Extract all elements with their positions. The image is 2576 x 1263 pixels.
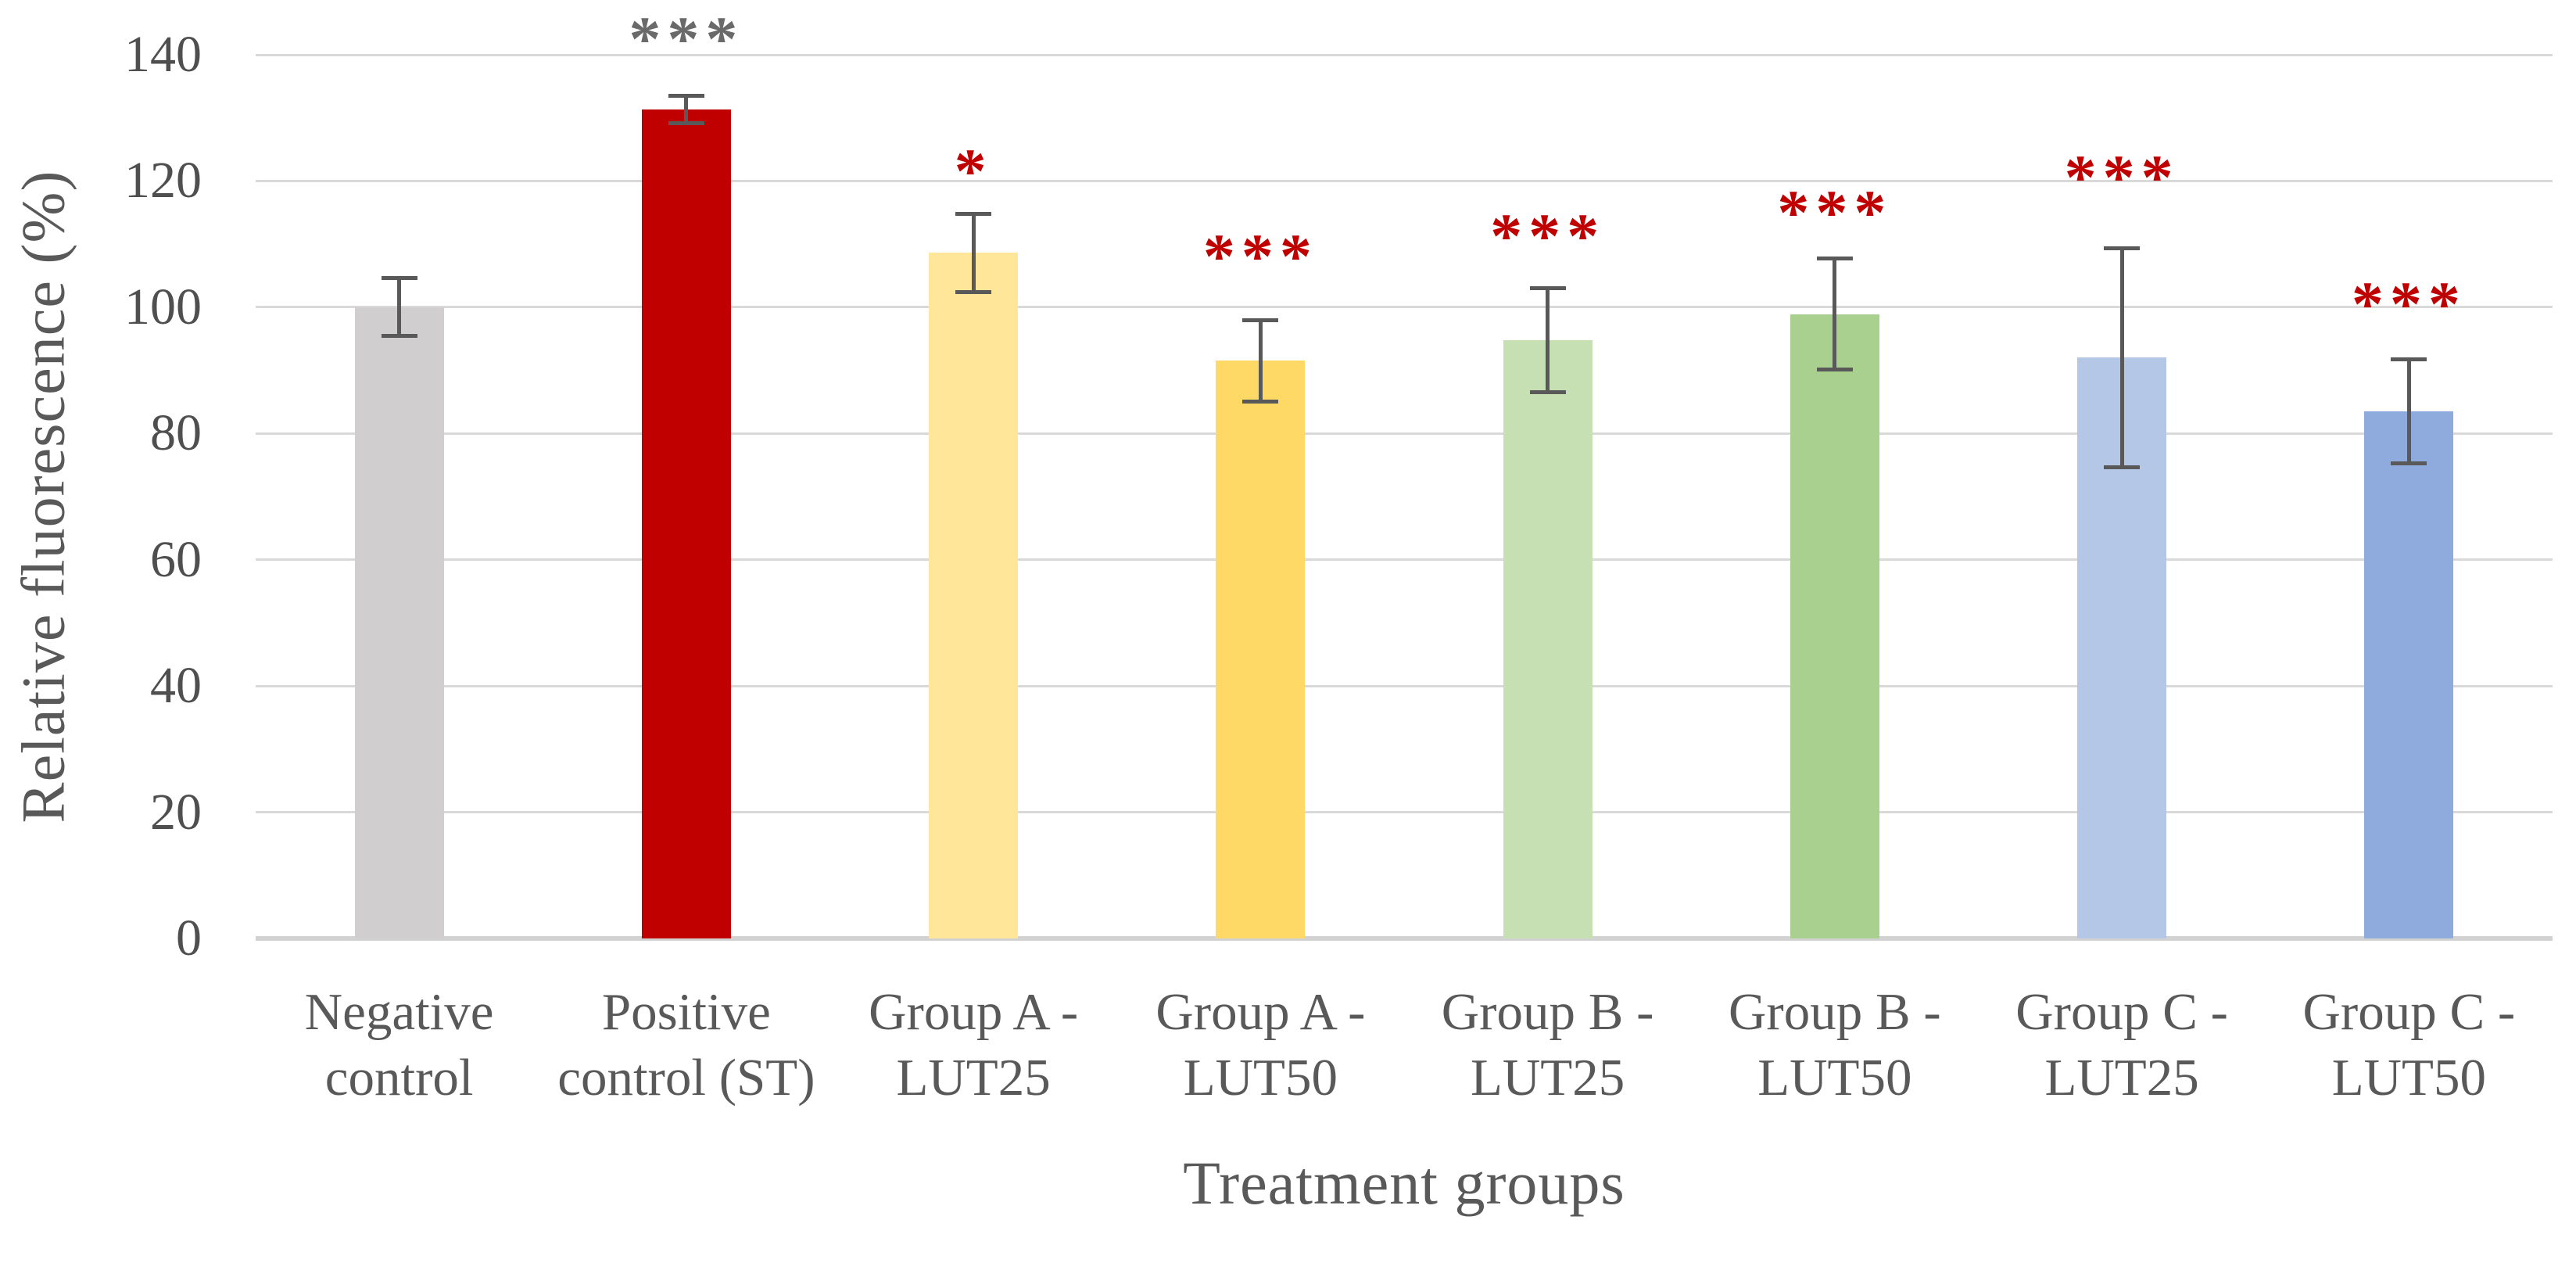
error-bar-upper-cap-group-c-lut50 xyxy=(2391,357,2427,362)
x-tick-label-line: Group C - xyxy=(2302,983,2516,1041)
y-tick-label-0: 0 xyxy=(176,910,202,967)
bar-positive-control-st xyxy=(641,109,731,938)
y-tick-label-80: 80 xyxy=(150,404,202,462)
y-tick-label-100: 100 xyxy=(124,278,202,335)
x-tick-label-group-b-lut50: Group B - LUT50 xyxy=(1691,979,1978,1111)
error-bar-line-negative-control xyxy=(397,278,402,336)
x-tick-label-line: LUT25 xyxy=(896,1049,1051,1107)
error-bar-lower-cap-group-b-lut25 xyxy=(1529,389,1566,394)
error-bar-line-group-b-lut25 xyxy=(1546,288,1550,392)
significance-marker-positive-control-st: *** xyxy=(629,2,744,74)
x-tick-label-group-b-lut25: Group B - LUT25 xyxy=(1404,979,1691,1111)
x-tick-label-group-a-lut25: Group A - LUT25 xyxy=(830,979,1117,1111)
x-tick-label-line: Group B - xyxy=(1441,983,1654,1041)
error-bar-lower-cap-positive-control-st xyxy=(668,121,704,126)
error-bar-lower-cap-group-b-lut50 xyxy=(1816,368,1853,372)
significance-marker-group-c-lut50: *** xyxy=(2351,267,2467,339)
bar-group-b-lut50 xyxy=(1790,314,1879,938)
significance-marker-group-a-lut50: *** xyxy=(1202,221,1318,292)
x-tick-label-line: Group A - xyxy=(869,983,1079,1041)
error-bar-line-group-b-lut50 xyxy=(1833,258,1837,370)
error-bar-lower-cap-negative-control xyxy=(381,334,417,339)
significance-marker-group-a-lut25: * xyxy=(954,135,993,207)
error-bar-upper-cap-negative-control xyxy=(381,276,417,281)
significance-marker-group-b-lut25: *** xyxy=(1490,200,1606,272)
error-bar-line-group-a-lut25 xyxy=(971,213,976,292)
significance-marker-group-c-lut25: *** xyxy=(2064,142,2180,213)
x-tick-label-negative-control: Negative control xyxy=(256,979,543,1111)
x-tick-label-line: LUT25 xyxy=(1471,1049,1625,1107)
plot-area: *** * *** *** *** *** *** xyxy=(256,3,2553,941)
error-bar-upper-cap-positive-control-st xyxy=(668,93,704,98)
x-tick-label-line: Positive xyxy=(601,983,771,1041)
error-bar-upper-cap-group-b-lut50 xyxy=(1816,257,1853,261)
error-bar-upper-cap-group-c-lut25 xyxy=(2104,246,2141,251)
y-tick-label-60: 60 xyxy=(150,530,202,588)
x-axis-line xyxy=(256,936,2553,941)
bar-group-b-lut25 xyxy=(1503,339,1593,938)
gridline-40 xyxy=(256,684,2553,687)
x-tick-label-positive-control-st: Positive control (ST) xyxy=(543,979,829,1111)
gridline-140 xyxy=(256,53,2553,56)
bar-negative-control xyxy=(354,307,444,938)
y-tick-label-20: 20 xyxy=(150,783,202,841)
x-tick-label-line: control (ST) xyxy=(557,1049,815,1107)
error-bar-line-positive-control-st xyxy=(684,95,689,124)
x-axis-title: Treatment groups xyxy=(1183,1149,1625,1217)
error-bar-line-group-c-lut50 xyxy=(2406,359,2411,464)
x-tick-label-line: Group B - xyxy=(1729,983,1941,1041)
error-bar-upper-cap-group-a-lut50 xyxy=(1242,318,1279,322)
x-tick-label-line: Group C - xyxy=(2015,983,2228,1041)
error-bar-lower-cap-group-c-lut50 xyxy=(2391,461,2427,465)
x-tick-label-group-c-lut50: Group C - LUT50 xyxy=(2266,979,2553,1111)
y-tick-label-40: 40 xyxy=(150,657,202,715)
x-tick-label-line: LUT50 xyxy=(1183,1049,1338,1107)
error-bar-line-group-c-lut25 xyxy=(2119,248,2124,468)
gridline-120 xyxy=(256,179,2553,182)
gridline-20 xyxy=(256,811,2553,814)
bar-group-a-lut25 xyxy=(929,253,1019,938)
y-tick-label-140: 140 xyxy=(124,26,202,83)
x-tick-label-line: Group A - xyxy=(1155,983,1366,1041)
gridline-60 xyxy=(256,558,2553,562)
bar-group-a-lut50 xyxy=(1216,361,1306,938)
error-bar-line-group-a-lut50 xyxy=(1258,320,1263,402)
y-tick-label-120: 120 xyxy=(124,152,202,210)
y-axis-title: Relative fluorescence (%) xyxy=(9,170,77,823)
gridline-80 xyxy=(256,432,2553,435)
x-tick-label-line: control xyxy=(324,1049,474,1107)
x-tick-label-line: LUT50 xyxy=(2331,1049,2486,1107)
x-axis-category-labels: Negative control Positive control (ST) Group… xyxy=(256,979,2553,1111)
error-bar-upper-cap-group-b-lut25 xyxy=(1529,286,1566,291)
x-tick-label-group-c-lut25: Group C - LUT25 xyxy=(1979,979,2266,1111)
significance-marker-group-b-lut50: *** xyxy=(1777,176,1893,248)
x-tick-label-group-a-lut50: Group A - LUT50 xyxy=(1117,979,1404,1111)
error-bar-upper-cap-group-a-lut25 xyxy=(955,211,992,216)
x-tick-label-line: LUT25 xyxy=(2044,1049,2199,1107)
error-bar-lower-cap-group-a-lut25 xyxy=(955,289,992,294)
gridline-100 xyxy=(256,306,2553,309)
error-bar-lower-cap-group-a-lut50 xyxy=(1242,400,1279,404)
x-tick-label-line: LUT50 xyxy=(1757,1049,1912,1107)
error-bar-lower-cap-group-c-lut25 xyxy=(2104,465,2141,469)
bar-group-c-lut50 xyxy=(2364,411,2454,938)
x-tick-label-line: Negative xyxy=(304,983,494,1041)
